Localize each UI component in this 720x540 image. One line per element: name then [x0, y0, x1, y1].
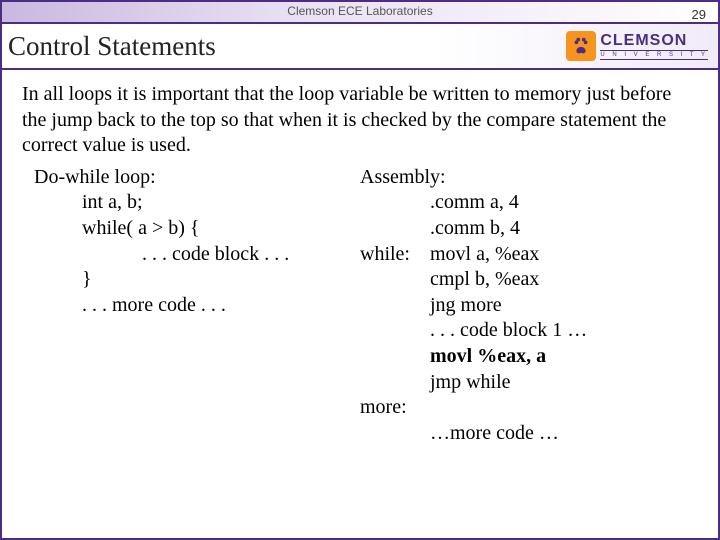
asm-line	[430, 395, 698, 421]
c-heading: Do-while loop:	[34, 165, 360, 191]
c-line: . . . code block . . .	[34, 242, 360, 268]
asm-label: more:	[360, 395, 430, 421]
right-column: Assembly: .comm a, 4 .comm b, 4 while: m…	[360, 165, 698, 447]
asm-line: . . . code block 1 …	[360, 318, 698, 344]
title-bar: Control Statements CLEMSON U N I V E R S…	[0, 22, 720, 70]
intro-text: In all loops it is important that the lo…	[22, 82, 698, 159]
logo-text: CLEMSON U N I V E R S I T Y	[600, 33, 708, 60]
asm-line: jmp while	[360, 370, 698, 396]
content-area: In all loops it is important that the lo…	[0, 70, 720, 446]
left-column: Do-while loop: int a, b; while( a > b) {…	[22, 165, 360, 447]
logo-sub: U N I V E R S I T Y	[600, 50, 708, 60]
columns: Do-while loop: int a, b; while( a > b) {…	[22, 165, 698, 447]
asm-label: while:	[360, 242, 430, 268]
slide-title: Control Statements	[8, 31, 216, 62]
c-line: . . . more code . . .	[34, 293, 360, 319]
logo-main: CLEMSON	[600, 33, 708, 49]
asm-line: .comm a, 4	[360, 190, 698, 216]
asm-line: .comm b, 4	[360, 216, 698, 242]
c-line: int a, b;	[34, 190, 360, 216]
c-line: }	[34, 267, 360, 293]
asm-row: while: movl a, %eax	[360, 242, 698, 268]
page-number: 29	[692, 4, 706, 26]
asm-line: …more code …	[360, 421, 698, 447]
lab-label: Clemson ECE Laboratories	[287, 4, 432, 18]
asm-heading: Assembly:	[360, 165, 698, 191]
header-bar: Clemson ECE Laboratories 29	[0, 0, 720, 22]
clemson-logo: CLEMSON U N I V E R S I T Y	[566, 31, 708, 61]
asm-line-bold: movl %eax, a	[360, 344, 698, 370]
asm-line: cmpl b, %eax	[360, 267, 698, 293]
asm-line: jng more	[360, 293, 698, 319]
c-line: while( a > b) {	[34, 216, 360, 242]
asm-row: more:	[360, 395, 698, 421]
asm-line: movl a, %eax	[430, 242, 698, 268]
paw-icon	[566, 31, 596, 61]
